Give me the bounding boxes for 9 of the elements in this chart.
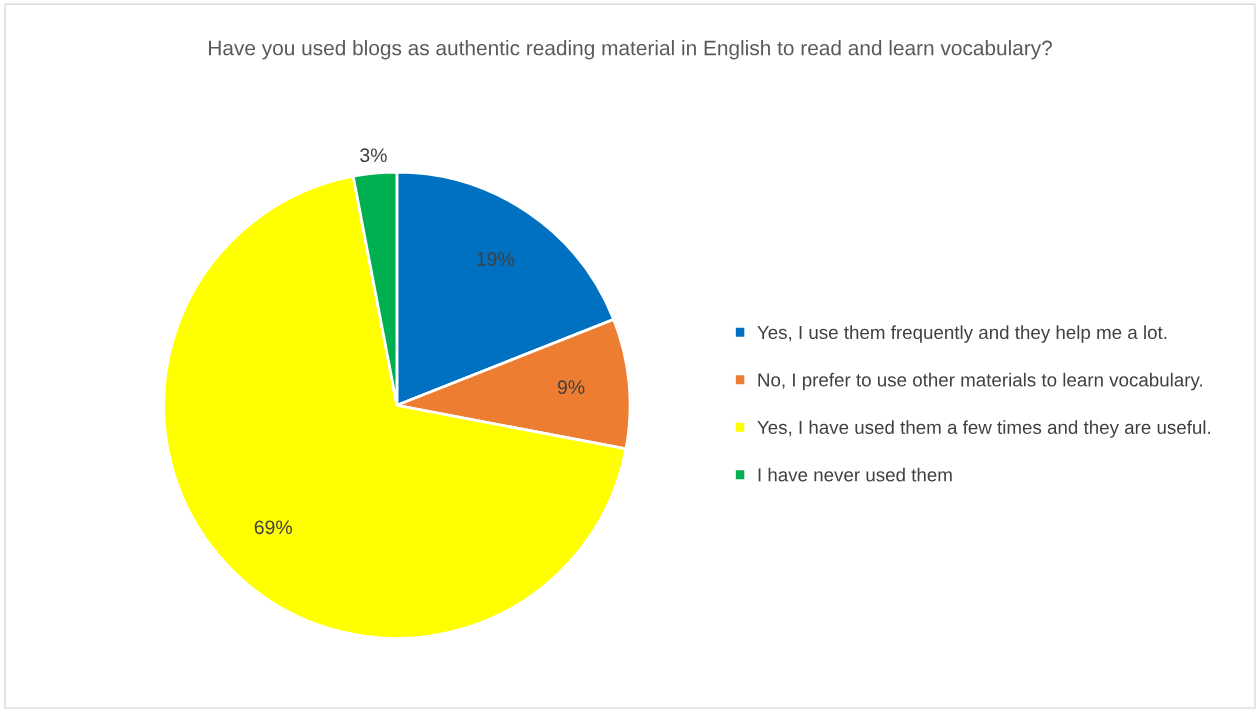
legend-label: No, I prefer to use other materials to learn vocabulary.	[758, 372, 1202, 391]
chart-title: Have you used blogs as authentic reading material in English to read and learn vocabulary?	[209, 40, 1052, 60]
data-label: 9%	[557, 380, 585, 395]
data-label: 69%	[254, 520, 292, 535]
data-label: 3%	[360, 148, 387, 163]
legend-label: Yes, I use them frequently and they help me a lot.	[757, 325, 1167, 343]
legend-label: I have never used them	[758, 467, 952, 482]
data-label: 19%	[477, 252, 514, 266]
legend-label: Yes, I have used them a few times and they are useful.	[757, 420, 1211, 438]
